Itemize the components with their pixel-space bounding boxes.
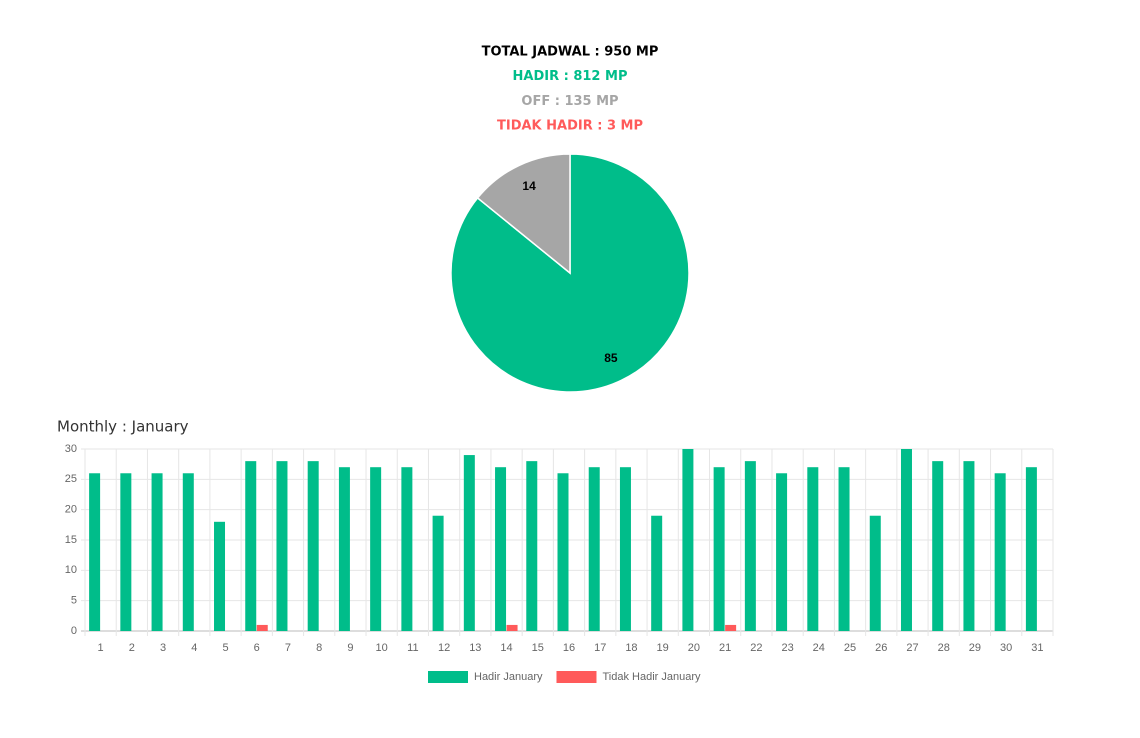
y-tick-label: 0 [71,625,77,637]
legend-label: Hadir January [474,671,543,683]
bar [807,467,819,631]
bar [495,467,507,631]
x-tick-label: 8 [316,642,322,654]
x-tick-label: 20 [688,642,700,654]
bar [776,473,788,631]
bar [89,473,101,631]
bar [307,461,319,631]
x-tick-label: 29 [969,642,981,654]
bar [526,461,538,631]
y-tick-label: 15 [65,534,77,546]
x-tick-label: 25 [844,642,856,654]
pie-slice [450,153,690,393]
bar [963,461,975,631]
bar [744,461,756,631]
x-tick-label: 3 [160,642,166,654]
x-tick-label: 23 [781,642,793,654]
bar [994,473,1006,631]
bar [725,624,737,631]
x-tick-label: 19 [657,642,669,654]
bar [838,467,850,631]
bar [713,467,725,631]
bar [370,467,382,631]
bar [932,461,944,631]
x-tick-label: 17 [594,642,606,654]
legend-label: Tidak Hadir January [602,671,701,683]
bar [588,467,600,631]
bar [682,449,694,631]
x-tick-label: 5 [222,642,228,654]
slice-label: 85 [604,351,618,365]
slice-label: 14 [522,179,536,193]
x-tick-label: 11 [407,642,418,654]
bar [651,515,663,631]
y-tick-label: 25 [65,473,77,485]
bar [182,473,194,631]
summary-line: TOTAL JADWAL : 950 MP [482,45,659,60]
x-tick-label: 9 [347,642,353,654]
legend-swatch [556,671,597,683]
x-tick-label: 21 [719,642,731,654]
bar [120,473,132,631]
x-tick-label: 1 [98,642,104,654]
summary-line: HADIR : 812 MP [513,69,628,84]
x-tick-label: 14 [500,642,512,654]
bar [432,515,444,631]
pie-slice [476,153,571,275]
bar [256,624,268,631]
x-tick-label: 28 [938,642,950,654]
x-tick-label: 27 [906,642,918,654]
bar [338,467,350,631]
x-tick-label: 6 [254,642,260,654]
bar [557,473,569,631]
y-tick-label: 30 [65,443,77,455]
x-tick-label: 12 [438,642,450,654]
y-tick-label: 10 [65,564,77,576]
bar [506,624,518,631]
bar [151,473,163,631]
bar [619,467,631,631]
bar [900,449,912,631]
summary-line: TIDAK HADIR : 3 MP [497,119,643,134]
legend-swatch [428,671,468,683]
x-tick-label: 15 [532,642,544,654]
x-tick-label: 24 [813,642,825,654]
x-tick-label: 16 [563,642,575,654]
bar [245,461,257,631]
x-tick-label: 22 [750,642,762,654]
x-tick-label: 7 [285,642,291,654]
bar [463,455,475,631]
x-tick-label: 31 [1031,642,1043,654]
bar [276,461,288,631]
summary-line: OFF : 135 MP [521,94,618,109]
x-tick-label: 30 [1000,642,1012,654]
bar [869,515,881,631]
x-tick-label: 4 [191,642,197,654]
bar [1025,467,1037,631]
chart-title: Monthly : January [57,418,189,436]
x-tick-label: 13 [469,642,481,654]
bar [214,521,226,631]
x-tick-label: 2 [129,642,135,654]
x-tick-label: 26 [875,642,887,654]
bar [401,467,413,631]
y-tick-label: 20 [65,504,77,516]
x-tick-label: 18 [625,642,637,654]
y-tick-label: 5 [71,595,77,607]
x-tick-label: 10 [376,642,388,654]
